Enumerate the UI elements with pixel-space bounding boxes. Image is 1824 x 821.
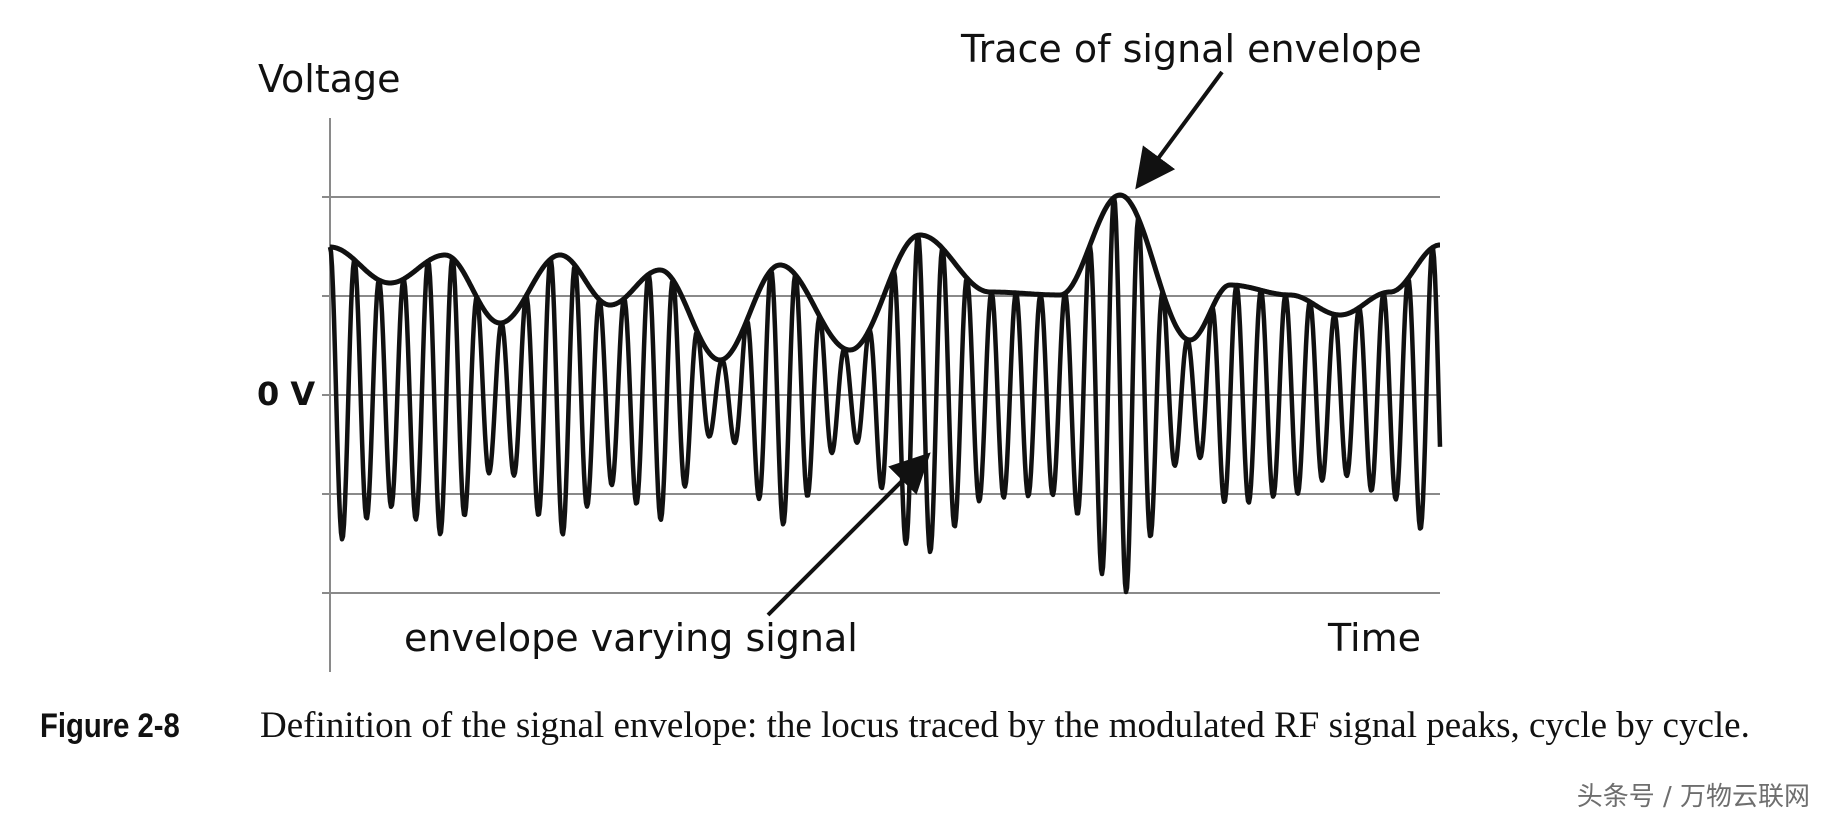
envelope-annotation-label: Trace of signal envelope (960, 27, 1422, 71)
signal-envelope-curve (328, 192, 1442, 363)
x-axis-label: Time (1327, 616, 1421, 660)
y-axis-label: Voltage (258, 57, 401, 101)
modulated-signal-waveform (327, 195, 1443, 595)
signal-annotation-label: envelope varying signal (404, 616, 858, 660)
figure-caption: Definition of the signal envelope: the l… (260, 705, 1750, 746)
watermark: 头条号 / 万物云联网 (1576, 782, 1810, 812)
signal-envelope-diagram: Voltage Time 0 V Trace of signal envelop… (257, 27, 1443, 672)
figure-number: Figure 2-8 (40, 707, 180, 745)
figure-caption-block: Figure 2-8 Definition of the signal enve… (40, 700, 1820, 752)
zero-volt-label: 0 V (257, 375, 315, 413)
horizontal-gridlines (322, 196, 1440, 594)
signal-annotation-arrow (766, 452, 931, 617)
envelope-annotation-arrow (1135, 70, 1224, 190)
